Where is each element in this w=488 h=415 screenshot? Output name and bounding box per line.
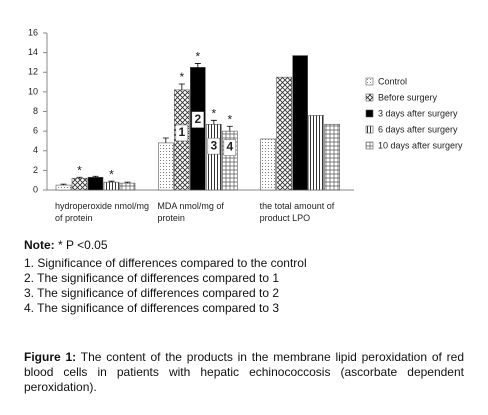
inner-label-box [191,111,205,128]
error-bar [108,180,115,183]
y-tick-label: 6 [33,126,38,136]
note-label: Note: [24,238,55,252]
y-tick-label: 12 [28,67,38,77]
bar [260,138,276,191]
y-tick-label: 10 [28,86,38,96]
inner-label-box [207,137,221,155]
caption-label: Figure 1: [24,350,77,364]
bar [119,182,136,191]
bar [276,76,292,191]
note-item: 2. The significance of differences compa… [24,271,280,285]
inner-label: 2 [194,112,201,126]
inner-label: 1 [178,125,185,139]
bar [324,123,340,191]
inner-label: 4 [226,140,233,154]
chart: 0 2 4 6 8 10 12 14 16 * * * 1 * 2 * 3 * 4 Control Before sur… [28,27,463,194]
legend-label: 10 days after surgery [378,140,463,150]
x-tick-label: MDA nmol/mg of protein [157,201,224,223]
significance-mark: * [109,167,114,181]
legend-label: Control [378,76,407,86]
error-bar [210,119,217,125]
y-tick-label: 0 [33,184,38,194]
significance-mark: * [227,112,232,126]
error-bar [194,63,201,68]
y-tick-label: 8 [33,106,38,116]
legend-label: 6 days after surgery [378,124,458,134]
error-bar [226,125,233,132]
error-bar [92,175,99,178]
caption: Figure 1: The content of the products in… [24,350,464,395]
significance-mark: * [77,163,82,177]
legend-swatch [365,141,374,150]
significance-mark: * [211,107,216,121]
y-tick-label: 2 [33,165,38,175]
legend-swatch [365,77,374,86]
bar [190,67,206,191]
legend-swatch [365,125,374,134]
note-text: * P <0.05 [58,238,108,252]
bar [308,115,324,191]
bar [103,181,120,191]
bar [158,142,174,191]
note-item: 3. The significance of differences compa… [24,286,280,300]
note-item: 4. The significance of differences compa… [24,301,280,315]
significance-mark: * [179,70,184,84]
bar [87,176,104,191]
legend-label: Before surgery [378,92,438,102]
y-tick-label: 14 [28,47,38,57]
bar [71,177,88,191]
legend-label: 3 days after surgery [378,108,458,118]
error-bar [178,83,185,90]
x-tick-label: hydroperoxide nmol/mg of protein [55,201,150,223]
inner-label: 3 [210,138,217,152]
note-item: 1. Significance of differences compared … [24,256,307,270]
significance-mark: * [195,50,200,64]
legend-swatch [365,93,374,102]
x-tick-label: the total amount of product LPO [259,201,335,223]
inner-label-box [175,124,189,142]
bar [206,123,222,191]
inner-label-box [223,139,237,156]
bar [292,55,308,191]
error-bar [76,176,83,179]
error-bar [124,181,131,184]
note: Note: * P <0.05 [24,238,108,252]
caption-text: The content of the products in the membr… [24,350,465,394]
bar [55,184,72,191]
error-bar [162,137,169,143]
y-tick-label: 4 [33,145,38,155]
legend-swatch [365,109,374,118]
error-bar [60,183,67,186]
y-tick-label: 16 [28,27,38,37]
